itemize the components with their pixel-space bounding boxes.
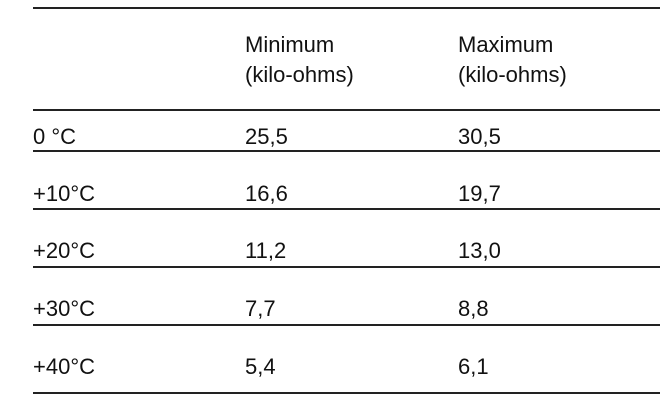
cell: 13,0 bbox=[458, 238, 501, 263]
cell: 19,7 bbox=[458, 181, 501, 206]
header-cell: Minimum bbox=[245, 32, 335, 57]
row-rule bbox=[33, 266, 660, 268]
cell: 16,6 bbox=[245, 181, 288, 206]
header-rule bbox=[33, 109, 660, 111]
cell: 25,5 bbox=[245, 124, 288, 149]
cell: 5,4 bbox=[245, 354, 276, 379]
row-rule bbox=[33, 392, 660, 394]
row-rule bbox=[33, 324, 660, 326]
header-cell: (kilo-ohms) bbox=[245, 62, 354, 87]
row-rule bbox=[33, 150, 660, 152]
cell: 11,2 bbox=[245, 238, 287, 263]
header-cell: Maximum bbox=[458, 32, 554, 57]
cell: 6,1 bbox=[458, 354, 489, 379]
top-rule bbox=[33, 7, 660, 9]
cell: 30,5 bbox=[458, 124, 501, 149]
header-cell: (kilo-ohms) bbox=[458, 62, 567, 87]
row-label: +40°C bbox=[33, 354, 96, 379]
row-label: +30°C bbox=[33, 296, 96, 321]
cell: 8,8 bbox=[458, 296, 489, 321]
row-label: +20°C bbox=[33, 238, 96, 263]
row-rule bbox=[33, 208, 660, 210]
row-label: +10°C bbox=[33, 181, 96, 206]
cell: 7,7 bbox=[245, 296, 276, 321]
row-label: 0 °C bbox=[33, 124, 77, 149]
